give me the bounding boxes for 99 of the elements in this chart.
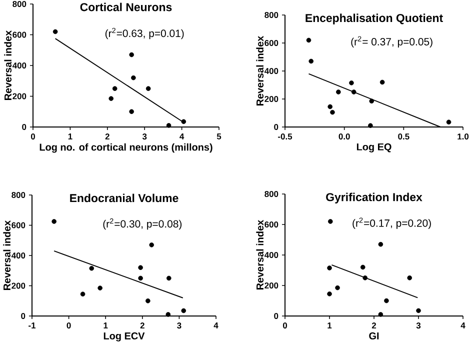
point (327, 291, 332, 296)
x-tick-label: 2 (140, 322, 144, 328)
x-tick-label: 0 (282, 322, 288, 329)
y-axis-title: Reversal index (4, 30, 12, 100)
point (407, 275, 412, 280)
point (378, 242, 384, 247)
point (108, 96, 114, 101)
point (368, 123, 373, 128)
x-tick-label: 4 (180, 134, 184, 140)
y-tick-label: 0 (274, 313, 278, 319)
x-axis-title: Log ECV (104, 332, 145, 342)
point (146, 86, 151, 91)
point (52, 219, 56, 224)
point (112, 86, 118, 91)
point (131, 75, 136, 80)
x-tick-label: -1 (28, 322, 36, 328)
point (52, 29, 58, 34)
y-tick-label: 0 (274, 124, 278, 130)
x-tick-label: 1.0 (458, 134, 469, 140)
point (308, 58, 314, 64)
chart-title: Gyrification Index (326, 192, 422, 204)
x-tick-label: 3 (177, 322, 182, 329)
y-tick-label: 800 (12, 1, 26, 7)
y-axis-title: Reversal index (256, 36, 264, 106)
x-tick-label: 0 (30, 134, 36, 140)
point (369, 98, 374, 104)
x-axis-title: GI (369, 332, 379, 340)
point (166, 123, 172, 128)
y-tick-label: 800 (264, 12, 278, 18)
point (138, 265, 143, 270)
point (89, 266, 94, 271)
chart-title: Cortical Neurons (80, 2, 172, 12)
point (181, 308, 186, 314)
point (351, 90, 356, 94)
y-tick-label: 400 (11, 252, 26, 258)
y-tick-label: 600 (12, 32, 26, 38)
point (181, 119, 186, 124)
x-tick-label: 0 (66, 322, 71, 329)
y-tick-label: 0 (22, 124, 26, 130)
point (327, 266, 332, 270)
y-tick-label: 400 (264, 252, 278, 258)
point (378, 312, 384, 317)
point (384, 298, 389, 304)
point (129, 52, 134, 58)
chart-title: Encephalisation Quotient (306, 14, 443, 24)
x-tick-label: 1 (328, 322, 332, 328)
x-tick-label: 0.5 (398, 134, 410, 140)
y-axis-title: Reversal index (3, 220, 11, 290)
y-axis-title: Reversal index (256, 220, 264, 290)
point (129, 109, 134, 114)
point (360, 264, 366, 270)
point (146, 298, 150, 304)
x-axis-title: Log no. of cortical neurons (millons) (40, 143, 212, 153)
x-tick-label: 3 (416, 322, 421, 329)
x-tick-label: 2 (105, 134, 110, 140)
annotation: (r$^{2}$=0.30, p=0.08) (103, 218, 182, 230)
point (330, 110, 335, 115)
y-tick-label: 200 (12, 93, 26, 100)
y-tick-label: 600 (264, 222, 278, 228)
annotation: (r$^{2}$=0.17, p=0.20) (352, 218, 431, 229)
x-tick-label: -0.5 (278, 134, 292, 140)
point (80, 292, 86, 296)
y-tick-label: 600 (12, 222, 26, 228)
x-tick-label: 2 (372, 322, 376, 328)
y-tick-label: 600 (264, 40, 278, 46)
point (166, 312, 171, 317)
point (306, 38, 312, 43)
point (336, 90, 341, 94)
y-tick-label: 200 (264, 96, 278, 102)
chart-title: Endocranial Volume (70, 194, 178, 202)
y-tick-label: 200 (264, 282, 278, 288)
point (380, 80, 385, 85)
x-tick-label: 4 (214, 322, 218, 328)
point (166, 276, 172, 281)
x-tick-label: 0.0 (338, 134, 350, 140)
point (328, 104, 332, 110)
y-tick-label: 200 (12, 282, 26, 289)
point (98, 286, 102, 290)
x-tick-label: 3 (142, 134, 147, 140)
x-axis-title: Log EQ (356, 143, 392, 152)
x-tick-label: 4 (460, 322, 466, 328)
point (328, 219, 333, 224)
point (335, 285, 340, 290)
y-tick-label: 0 (21, 313, 26, 319)
point (138, 276, 143, 281)
y-tick-label: 800 (12, 192, 26, 198)
point (416, 308, 421, 314)
point (149, 242, 154, 248)
x-tick-label: 5 (216, 134, 222, 140)
point (362, 275, 368, 280)
y-tick-label: 400 (264, 68, 278, 74)
x-tick-label: 1 (68, 134, 72, 140)
x-tick-label: 1 (104, 322, 108, 328)
annotation: (r$^{2}$=0.63, p=0.01) (105, 28, 184, 40)
point (446, 120, 452, 124)
y-tick-label: 800 (264, 191, 278, 197)
point (349, 80, 354, 86)
y-tick-label: 400 (12, 62, 26, 68)
annotation: (r$^{2}$= 0.37, p=0.05) (351, 36, 432, 48)
